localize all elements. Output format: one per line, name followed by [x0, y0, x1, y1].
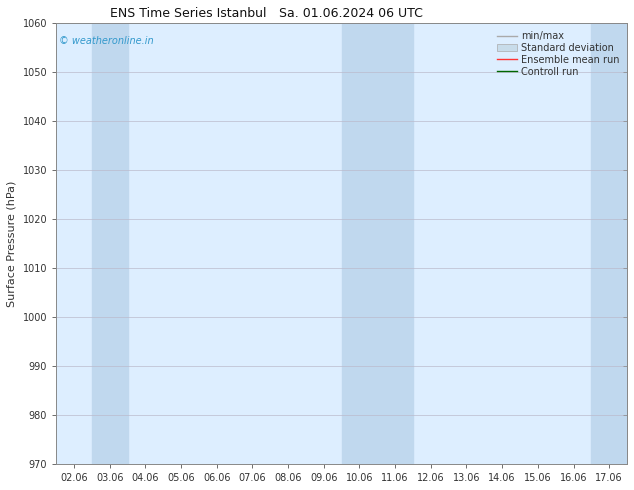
Bar	[377, 23, 413, 464]
Bar	[592, 23, 627, 464]
Bar	[92, 23, 127, 464]
Text: © weatheronline.in: © weatheronline.in	[59, 36, 153, 47]
Y-axis label: Surface Pressure (hPa): Surface Pressure (hPa)	[7, 180, 17, 307]
Text: Sa. 01.06.2024 06 UTC: Sa. 01.06.2024 06 UTC	[279, 7, 423, 21]
Legend: min/max, Standard deviation, Ensemble mean run, Controll run: min/max, Standard deviation, Ensemble me…	[495, 28, 622, 80]
Text: ENS Time Series Istanbul: ENS Time Series Istanbul	[110, 7, 266, 21]
Bar	[342, 23, 377, 464]
